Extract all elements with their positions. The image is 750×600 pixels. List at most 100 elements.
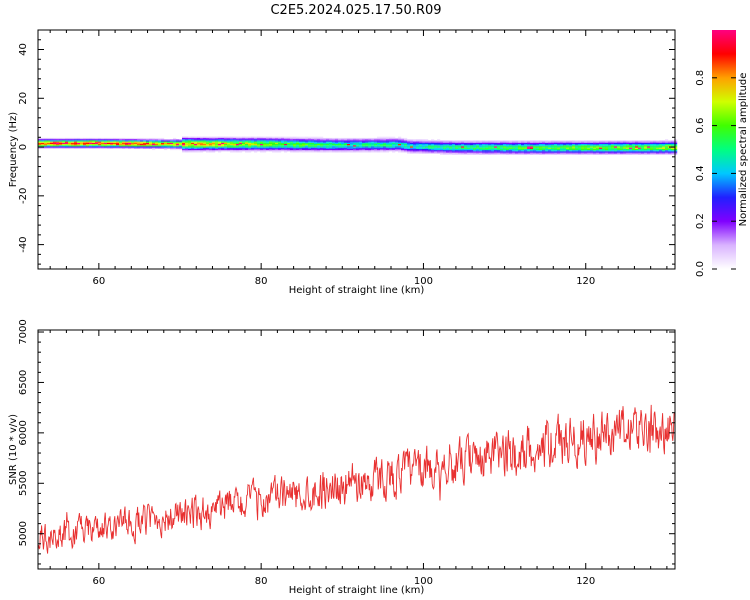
spectrogram-cell (89, 144, 93, 146)
spectrogram-cell (236, 144, 240, 146)
spectrogram-cell (626, 147, 630, 149)
spectrogram-cell (263, 146, 267, 148)
spectrogram-cell (359, 147, 363, 149)
spectrogram-cell (230, 148, 234, 151)
spectrogram-cell (248, 151, 252, 153)
spectrogram-cell (347, 140, 351, 142)
spectrogram-cell (377, 144, 381, 146)
spectrogram-cell (203, 137, 207, 140)
spectrogram-cell (398, 148, 402, 151)
spectrogram-cell (632, 152, 636, 154)
spectrogram-cell (596, 147, 600, 149)
spectrogram-cell (53, 139, 57, 141)
spectrogram-cell (77, 141, 81, 143)
spectrogram-cell (434, 148, 438, 151)
spectrogram-cell (254, 139, 258, 141)
spectrogram-cell (182, 142, 186, 145)
spectrogram-cell (440, 144, 444, 146)
spectrogram-cell (389, 137, 393, 140)
spectrogram-cell (95, 141, 99, 143)
spectrogram-cell (557, 148, 561, 151)
spectrogram-cell (314, 146, 318, 148)
spectrogram-cell (557, 140, 561, 142)
spectrogram-cell (521, 153, 525, 155)
spectrogram-cell (347, 142, 351, 145)
spectrogram-cell (386, 136, 390, 138)
spectrogram-cell (269, 145, 273, 147)
spectrogram-cell (38, 139, 42, 141)
spectrogram-cell (668, 144, 672, 146)
spectrogram-cell (377, 150, 381, 152)
spectrogram-cell (512, 148, 516, 151)
spectrogram-cell (524, 146, 528, 148)
spectrogram-cell (344, 144, 348, 146)
spectrogram-cell (455, 152, 459, 154)
spectrogram-cell (308, 146, 312, 148)
spectrogram-cell (326, 144, 330, 146)
spectrogram-cell (236, 141, 240, 143)
spectrogram-cell (614, 145, 618, 147)
spectrogram-cell (194, 136, 198, 138)
spectrogram-cell (299, 146, 303, 148)
spectrogram-cell (554, 147, 558, 149)
spectrogram-cell (290, 147, 294, 149)
spectrogram-cell (533, 147, 537, 149)
spectrogram-cell (86, 140, 90, 142)
spectrogram-cell (50, 145, 54, 147)
spectrogram-cell (584, 152, 588, 154)
spectrogram-cell (353, 137, 357, 140)
spectrogram-cell (41, 141, 45, 143)
spectrogram-cell (293, 147, 297, 149)
spectrogram-cell (629, 148, 633, 151)
spectrogram-cell (593, 141, 597, 143)
spectrogram-cell (71, 140, 75, 142)
spectrogram-cell (281, 141, 285, 143)
spectrogram-cell (308, 150, 312, 152)
spectrogram-cell (56, 147, 60, 149)
spectrogram-cell (407, 148, 411, 151)
spectrogram-cell (209, 146, 213, 148)
spectrogram-cell (611, 141, 615, 143)
spectrogram-cell (644, 148, 648, 151)
spectrogram-cell (308, 142, 312, 145)
spectrogram-cell (566, 145, 570, 147)
spectrogram-cell (50, 140, 54, 142)
spectrogram-cell (200, 137, 204, 140)
spectrogram-cell (575, 152, 579, 154)
spectrogram-cell (521, 145, 525, 147)
spectrogram-cell (494, 141, 498, 143)
spectrogram-cell (194, 142, 198, 145)
spectrogram-cell (584, 153, 588, 155)
spectrogram-cell (545, 150, 549, 152)
spectrogram-cell (248, 144, 252, 146)
snr-y-tick-label: 7000 (18, 319, 29, 344)
spectrogram-cell (314, 144, 318, 146)
spectrogram-cell (113, 144, 117, 146)
spectrogram-cell (320, 148, 324, 151)
spectrogram-cell (524, 144, 528, 146)
spectrogram-cell (449, 152, 453, 154)
spectrogram-cell (512, 150, 516, 152)
spectrogram-cell (521, 144, 525, 146)
spectrogram-cell (473, 144, 477, 146)
spectrogram-cell (92, 146, 96, 148)
spectrogram-cell (296, 151, 300, 153)
spectrogram-cell (413, 148, 417, 151)
spectrogram-cell (308, 139, 312, 141)
spectrogram-cell (392, 141, 396, 143)
spectrogram-cell (83, 141, 87, 143)
spectrogram-cell (212, 139, 216, 141)
spectrogram-cell (659, 148, 663, 151)
spectrogram-cell (188, 150, 192, 152)
spectrogram-cell (86, 142, 90, 145)
spectrogram-cell (458, 153, 462, 155)
spectrogram-cell (380, 144, 384, 146)
spectrogram-cell (290, 146, 294, 148)
spectrogram-cell (542, 151, 546, 153)
spectrogram-cell (659, 152, 663, 154)
spectrogram-cell (593, 145, 597, 147)
spectrogram-cell (533, 151, 537, 153)
spectrogram-cell (140, 144, 144, 146)
snr-y-tick-label: 6500 (18, 370, 29, 395)
spectrogram-cell (473, 151, 477, 153)
